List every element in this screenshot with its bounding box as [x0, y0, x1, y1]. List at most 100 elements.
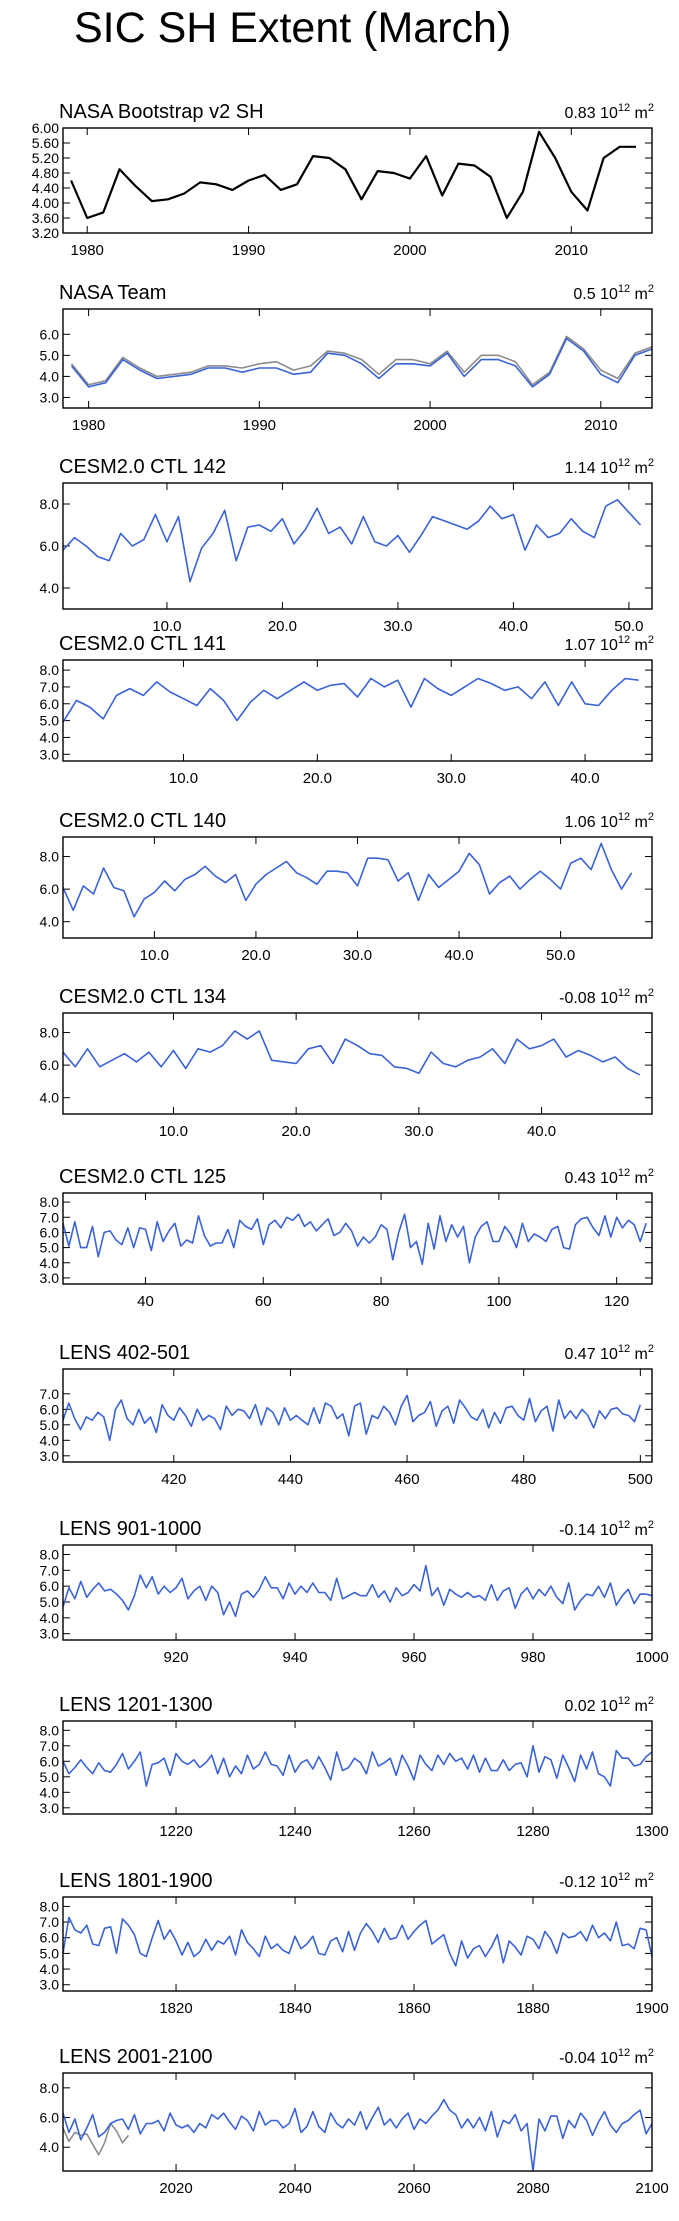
x-tick-label: 30.0: [383, 618, 412, 635]
y-tick-label: 8.0: [40, 662, 60, 678]
y-tick-label: 8.0: [40, 1547, 60, 1563]
x-tick-label: 20.0: [282, 1123, 311, 1140]
unit-base: 10: [600, 1346, 618, 1363]
y-tick-label: 3.60: [32, 210, 59, 226]
unit-base: 10: [600, 1698, 618, 1715]
series-line: [62, 1030, 641, 1076]
x-tick-label: 30.0: [437, 770, 466, 787]
x-tick-label: 10.0: [152, 618, 181, 635]
x-tick-label: 1990: [243, 417, 276, 434]
trend-value: 0.43: [564, 1170, 600, 1187]
series-line: [62, 1564, 653, 1618]
plot-frame: [62, 1720, 653, 1815]
x-tick-label: 500: [628, 1471, 653, 1488]
panel-title: CESM2.0 CTL 141: [59, 633, 226, 655]
y-tick-label: 7.0: [40, 679, 60, 695]
unit-meter: m: [630, 637, 648, 654]
unit-base: 10: [600, 460, 618, 477]
unit-base: 10: [600, 105, 618, 122]
y-tick-label: 7.0: [40, 1562, 60, 1578]
unit-exponent-2: 2: [648, 987, 654, 999]
trend-value: 0.02: [564, 1698, 600, 1715]
x-tick-label: 1820: [159, 2000, 192, 2017]
unit-exponent: 12: [618, 2047, 630, 2059]
x-tick-label: 80: [373, 1293, 390, 1310]
x-tick-label: 920: [164, 1649, 189, 1666]
unit-exponent: 12: [618, 1519, 630, 1531]
panel-title: CESM2.0 CTL 140: [59, 810, 226, 832]
chart-panel: LENS 901-1000 -0.14 1012 m2 3.04.05.06.07.…: [40, 1518, 669, 1666]
y-tick-label: 4.00: [32, 195, 59, 211]
trend-value: -0.12: [559, 1874, 600, 1891]
trend-label: 0.83 1012 m2: [564, 102, 654, 122]
plot-frame: [62, 482, 653, 610]
y-tick-label: 7.0: [40, 1386, 60, 1402]
x-tick-label: 1990: [232, 242, 265, 259]
chart-panel: CESM2.0 CTL 134 -0.08 1012 m2 4.0 6.0 8.0 10.…: [40, 986, 654, 1140]
x-tick-label: 1980: [71, 242, 104, 259]
y-tick-label: 8.0: [40, 2080, 60, 2096]
unit-meter: m: [630, 1346, 648, 1363]
y-tick-label: 8.0: [40, 496, 60, 512]
y-tick-label: 6.0: [40, 1930, 60, 1946]
y-tick-label: 6.0: [40, 2110, 60, 2126]
y-tick-label: 5.0: [40, 1945, 60, 1961]
y-tick-label: 3.0: [40, 1800, 60, 1816]
x-tick-label: 30.0: [343, 947, 372, 964]
x-tick-label: 940: [283, 1649, 308, 1666]
y-tick-label: 4.0: [40, 580, 60, 596]
x-tick-label: 2000: [393, 242, 426, 259]
y-tick-label: 6.0: [40, 696, 60, 712]
x-tick-label: 460: [395, 1471, 420, 1488]
panel-title: NASA Bootstrap v2 SH: [59, 101, 264, 123]
trend-label: -0.04 1012 m2: [559, 2047, 654, 2067]
panel-title: LENS 1201-1300: [59, 1694, 212, 1716]
x-tick-label: 40.0: [444, 947, 473, 964]
trend-value: 1.06: [564, 814, 600, 831]
unit-exponent: 12: [618, 457, 630, 469]
trend-value: 0.5: [573, 286, 600, 303]
x-tick-label: 60: [255, 1293, 272, 1310]
y-tick-label: 6.0: [40, 881, 60, 897]
x-tick-label: 2000: [413, 417, 446, 434]
y-tick-label: 5.20: [32, 150, 59, 166]
x-tick-label: 480: [511, 1471, 536, 1488]
unit-exponent: 12: [618, 1167, 630, 1179]
plot-frame: [62, 659, 653, 762]
chart-panel: LENS 1201-1300 0.02 1012 m2 3.04.05.06.07.…: [40, 1694, 669, 1840]
x-tick-label: 100: [486, 1293, 511, 1310]
x-tick-label: 1900: [635, 2000, 668, 2017]
y-tick-label: 4.40: [32, 180, 59, 196]
trend-value: -0.08: [559, 990, 600, 1007]
unit-base: 10: [600, 2050, 618, 2067]
trend-label: -0.08 1012 m2: [559, 987, 654, 1007]
unit-base: 10: [600, 1170, 618, 1187]
x-tick-label: 1300: [635, 1823, 668, 1840]
unit-exponent: 12: [618, 1871, 630, 1883]
panel-title: LENS 402-501: [59, 1342, 190, 1364]
unit-meter: m: [630, 1874, 648, 1891]
x-tick-label: 40.0: [499, 618, 528, 635]
unit-base: 10: [600, 286, 618, 303]
y-tick-label: 8.0: [40, 1722, 60, 1738]
unit-base: 10: [600, 814, 618, 831]
unit-meter: m: [630, 1170, 648, 1187]
y-tick-label: 6.0: [40, 1224, 60, 1240]
unit-exponent-2: 2: [648, 1343, 654, 1355]
unit-exponent: 12: [618, 987, 630, 999]
y-tick-label: 4.0: [40, 1090, 60, 1106]
x-tick-label: 40.0: [527, 1123, 556, 1140]
series-line: [62, 1213, 647, 1266]
x-tick-label: 40.0: [570, 770, 599, 787]
chart-panel: LENS 402-501 0.47 1012 m2 3.04.05.06.07.0 4…: [40, 1342, 654, 1488]
trend-value: 1.07: [564, 637, 600, 654]
unit-base: 10: [600, 1522, 618, 1539]
y-tick-label: 8.0: [40, 1025, 60, 1041]
y-tick-label: 6.0: [40, 1401, 60, 1417]
chart-panel: CESM2.0 CTL 125 0.43 1012 m2 3.04.05.06.07…: [40, 1166, 654, 1310]
y-tick-label: 6.0: [40, 1578, 60, 1594]
plot-frame: [62, 1192, 653, 1285]
y-tick-label: 3.0: [40, 1448, 60, 1464]
panel-title: LENS 2001-2100: [59, 2046, 212, 2068]
chart-panel: LENS 2001-2100 -0.04 1012 m2 4.0 6.0 8.0 2020…: [40, 2046, 669, 2197]
